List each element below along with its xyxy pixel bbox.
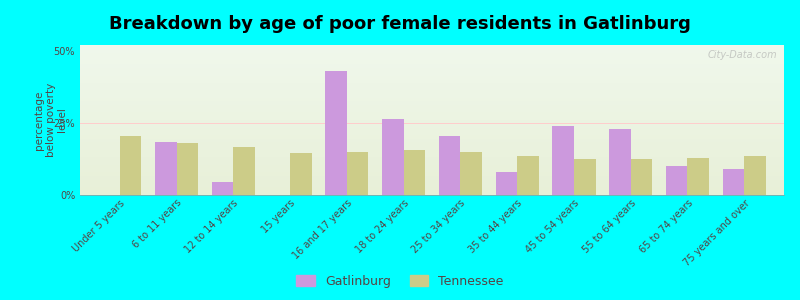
Bar bbox=[666, 166, 687, 195]
Text: Breakdown by age of poor female residents in Gatlinburg: Breakdown by age of poor female resident… bbox=[109, 15, 691, 33]
Bar bbox=[439, 136, 460, 195]
Bar bbox=[404, 150, 425, 195]
Bar bbox=[744, 156, 766, 195]
Bar bbox=[155, 142, 177, 195]
Bar bbox=[347, 152, 369, 195]
Bar bbox=[574, 159, 595, 195]
Bar bbox=[460, 152, 482, 195]
Bar bbox=[290, 153, 312, 195]
Bar bbox=[234, 147, 255, 195]
Bar bbox=[687, 158, 709, 195]
Bar bbox=[552, 126, 574, 195]
Text: City-Data.com: City-Data.com bbox=[707, 50, 777, 59]
Bar bbox=[609, 129, 630, 195]
Bar bbox=[212, 182, 234, 195]
Bar bbox=[517, 156, 538, 195]
Y-axis label: percentage
below poverty
level: percentage below poverty level bbox=[34, 83, 67, 157]
Legend: Gatlinburg, Tennessee: Gatlinburg, Tennessee bbox=[296, 275, 504, 288]
Bar bbox=[495, 172, 517, 195]
Bar bbox=[382, 118, 404, 195]
Bar bbox=[120, 136, 142, 195]
Bar bbox=[177, 143, 198, 195]
Bar bbox=[326, 71, 347, 195]
Bar bbox=[722, 169, 744, 195]
Bar bbox=[630, 159, 652, 195]
